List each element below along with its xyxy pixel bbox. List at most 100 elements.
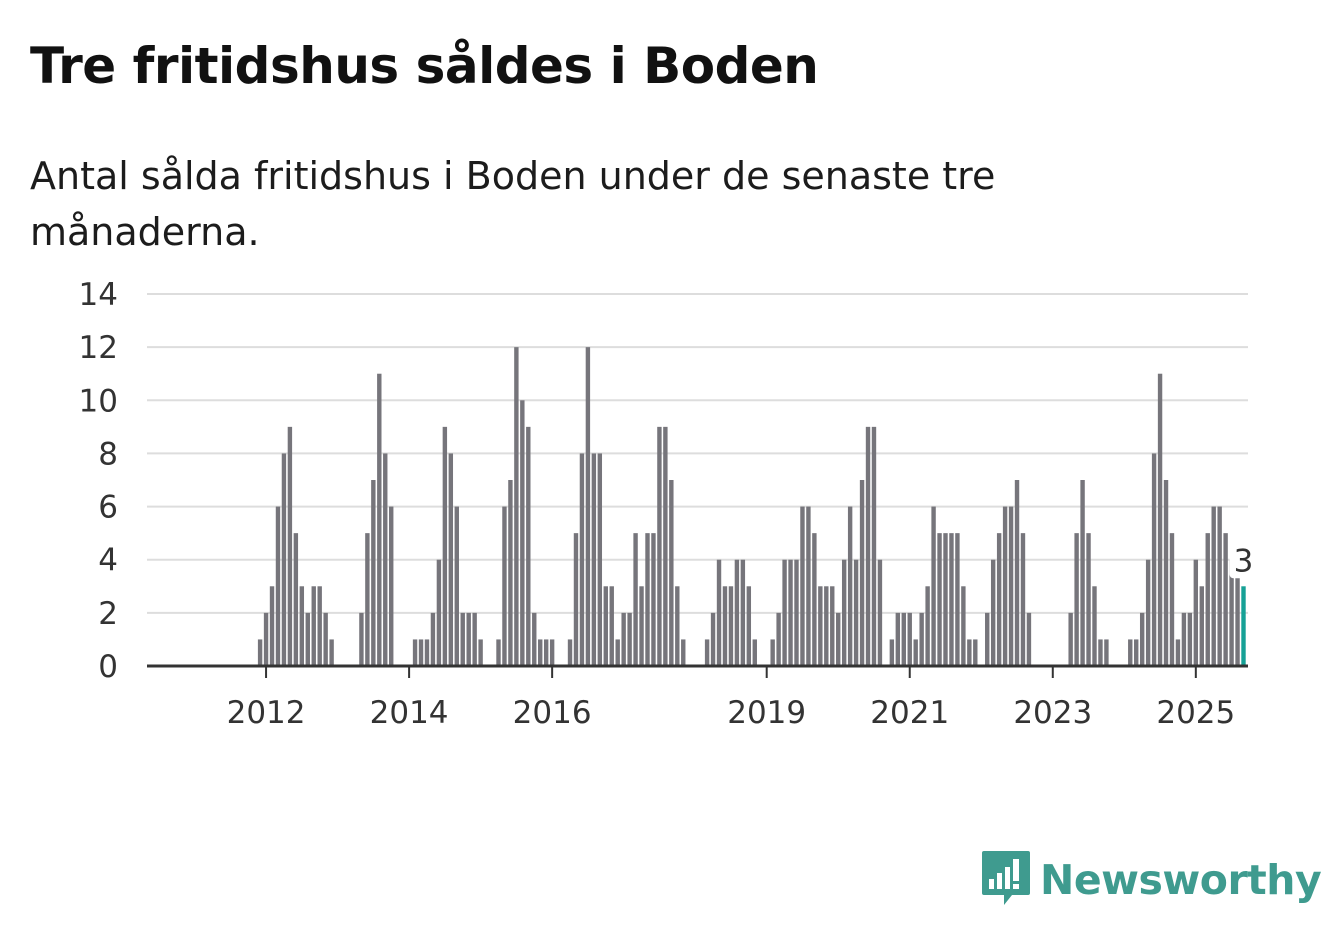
bar <box>472 612 477 666</box>
bar <box>1235 559 1240 666</box>
bar <box>466 612 471 666</box>
bar <box>591 453 597 666</box>
bar <box>1086 533 1091 666</box>
bar <box>293 533 299 666</box>
bar <box>830 586 835 666</box>
bar <box>454 506 459 666</box>
bar <box>901 612 906 666</box>
bar <box>1008 506 1014 666</box>
bar <box>1134 639 1139 666</box>
x-tick-label: 2021 <box>870 695 949 731</box>
bar <box>937 533 942 666</box>
bar <box>1187 612 1193 666</box>
bar <box>734 559 740 666</box>
bar <box>841 559 847 666</box>
bar <box>549 639 555 666</box>
x-axis-ticks: 2012 2014 2016 2019 2021 2023 2025 <box>227 666 1235 731</box>
bar <box>299 586 305 666</box>
bar <box>538 639 543 666</box>
y-tick-label: 8 <box>98 436 118 472</box>
bar <box>1014 480 1020 666</box>
bar <box>788 559 793 666</box>
bar <box>460 612 465 666</box>
bar <box>585 347 591 666</box>
annotations: 3 <box>1229 540 1256 579</box>
bar <box>728 586 734 666</box>
bar <box>1193 559 1199 666</box>
bar <box>317 586 322 666</box>
bar <box>931 506 936 666</box>
bar <box>746 586 752 666</box>
bar <box>847 506 853 666</box>
bar <box>1163 480 1169 666</box>
bar <box>663 426 668 666</box>
bar <box>669 480 674 666</box>
bar <box>365 533 370 666</box>
bar <box>776 612 781 666</box>
bar <box>633 533 638 666</box>
bar <box>275 506 281 666</box>
bar <box>1205 533 1210 666</box>
bar <box>800 506 805 666</box>
bar <box>430 612 436 666</box>
bar <box>871 426 877 666</box>
bar <box>424 639 430 666</box>
y-tick-label: 2 <box>98 596 118 632</box>
bar <box>651 533 656 666</box>
newsworthy-logo-icon <box>982 851 1030 905</box>
bar <box>448 453 454 666</box>
y-tick-label: 14 <box>79 277 118 313</box>
bar <box>853 559 859 666</box>
bar <box>502 506 507 666</box>
bar <box>323 612 328 666</box>
bar <box>704 639 710 666</box>
bar <box>1217 506 1222 666</box>
bar <box>418 639 424 666</box>
bar <box>579 453 585 666</box>
bar <box>824 586 829 666</box>
x-tick-label: 2019 <box>727 695 806 731</box>
bar <box>889 639 895 666</box>
bar <box>257 639 263 666</box>
y-tick-label: 6 <box>98 490 118 526</box>
bar <box>752 639 757 666</box>
bar-chart: 0 2 4 6 8 10 12 14 2012 2014 2016 2019 2021 2023 2025… <box>79 277 1256 731</box>
bar <box>496 639 501 666</box>
bar <box>627 612 632 666</box>
y-axis-labels: 0 2 4 6 8 10 12 14 <box>79 277 118 685</box>
newsworthy-logo-text: Newsworthy <box>1040 856 1322 904</box>
bar <box>895 612 901 666</box>
bar <box>615 639 620 666</box>
bar <box>609 586 614 666</box>
bar <box>722 586 728 666</box>
bar <box>1157 373 1163 666</box>
bar <box>1151 453 1157 666</box>
bar <box>603 586 608 666</box>
bar <box>949 533 954 666</box>
bar <box>806 506 811 666</box>
bar <box>311 586 316 666</box>
bar <box>389 506 394 666</box>
bar <box>532 612 537 666</box>
bar <box>508 480 513 666</box>
y-tick-label: 12 <box>79 330 118 366</box>
x-tick-label: 2012 <box>227 695 306 731</box>
y-tick-label: 10 <box>79 383 118 419</box>
bar <box>907 612 912 666</box>
bar <box>329 639 334 666</box>
bar <box>1199 586 1204 666</box>
bar <box>1002 506 1008 666</box>
bar <box>1026 612 1032 666</box>
bar <box>436 559 442 666</box>
bar <box>1181 612 1187 666</box>
bar <box>543 639 549 666</box>
bar <box>996 533 1002 666</box>
y-tick-label: 0 <box>98 649 118 685</box>
bar <box>1098 639 1103 666</box>
bar <box>520 400 525 666</box>
bar <box>770 639 775 666</box>
bar-highlight <box>1241 586 1246 666</box>
bar <box>645 533 650 666</box>
bar <box>639 586 644 666</box>
bar <box>681 639 686 666</box>
